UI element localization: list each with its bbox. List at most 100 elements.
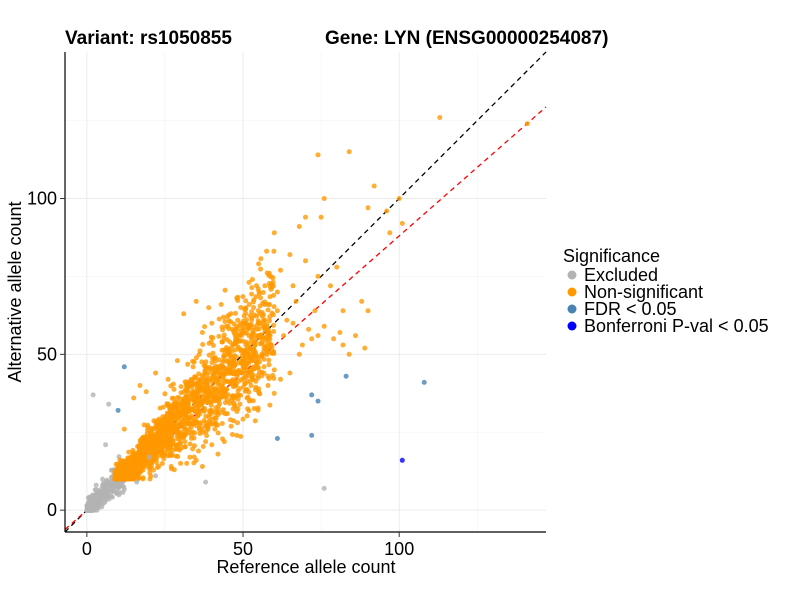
point-non-significant [170, 438, 176, 444]
point-non-significant [196, 396, 202, 402]
point-non-significant [271, 349, 276, 355]
point-non-significant [303, 258, 308, 264]
point-excluded [104, 490, 110, 496]
point-non-significant [177, 395, 183, 401]
point-non-significant [287, 370, 293, 376]
point-non-significant [321, 323, 327, 329]
point-non-significant [137, 383, 143, 388]
point-non-significant [321, 196, 327, 201]
point-non-significant [153, 370, 159, 376]
point-non-significant [202, 395, 208, 400]
point-fdr-0-05 [309, 432, 315, 438]
point-non-significant [241, 313, 247, 319]
point-non-significant [271, 367, 277, 373]
point-non-significant [164, 444, 170, 450]
point-non-significant [167, 405, 173, 411]
point-non-significant [242, 380, 248, 386]
point-non-significant [160, 452, 166, 457]
point-non-significant [264, 352, 270, 358]
point-non-significant [312, 308, 318, 314]
point-non-significant [334, 264, 340, 270]
point-non-significant [265, 383, 271, 388]
point-non-significant [262, 283, 268, 289]
x-tick-label: 0 [82, 539, 92, 559]
point-non-significant [255, 308, 261, 314]
point-non-significant [132, 454, 138, 460]
point-non-significant [353, 333, 358, 339]
point-non-significant [235, 420, 240, 426]
point-non-significant [136, 464, 142, 470]
point-non-significant [199, 359, 205, 365]
point-non-significant [256, 389, 262, 395]
point-non-significant [204, 377, 210, 382]
point-excluded [105, 479, 111, 485]
axes: 0 50 100 0 50 100 [27, 52, 546, 559]
point-non-significant [162, 391, 168, 397]
point-non-significant [232, 383, 238, 389]
point-non-significant [230, 341, 236, 347]
point-non-significant [209, 442, 215, 448]
point-non-significant [240, 338, 246, 344]
point-non-significant [269, 285, 275, 291]
point-non-significant [274, 289, 280, 295]
point-non-significant [239, 377, 244, 383]
point-non-significant [251, 406, 257, 411]
point-non-significant [230, 393, 236, 399]
point-non-significant [266, 362, 272, 368]
point-non-significant [184, 460, 190, 466]
point-non-significant [202, 324, 208, 330]
point-non-significant [222, 394, 228, 400]
point-non-significant [210, 373, 216, 379]
point-non-significant [126, 476, 132, 482]
point-non-significant [229, 432, 235, 437]
point-non-significant [241, 355, 247, 361]
point-non-significant [255, 286, 261, 292]
point-non-significant [222, 319, 228, 324]
point-non-significant [226, 326, 232, 332]
reference-line-fit [64, 106, 547, 530]
point-non-significant [213, 363, 219, 369]
point-non-significant [255, 405, 261, 411]
point-non-significant [200, 429, 206, 435]
point-non-significant [249, 291, 255, 297]
point-non-significant [212, 426, 218, 432]
point-non-significant [168, 409, 174, 415]
point-non-significant [234, 432, 240, 438]
point-non-significant [170, 381, 176, 387]
point-non-significant [175, 408, 181, 414]
point-non-significant [174, 358, 180, 364]
point-non-significant [148, 425, 154, 431]
point-non-significant [130, 450, 136, 455]
y-tick-label: 50 [37, 344, 57, 364]
point-non-significant [113, 461, 119, 467]
point-non-significant [194, 408, 200, 414]
point-non-significant [251, 305, 257, 310]
point-non-significant [251, 347, 257, 353]
point-non-significant [174, 442, 180, 448]
point-non-significant [156, 464, 162, 469]
point-non-significant [249, 277, 255, 282]
point-non-significant [296, 224, 302, 229]
point-non-significant [206, 352, 212, 358]
point-non-significant [299, 342, 305, 348]
point-non-significant [346, 351, 352, 357]
point-non-significant [134, 470, 139, 476]
point-non-significant [124, 469, 130, 475]
point-non-significant [150, 431, 156, 437]
point-non-significant [271, 329, 277, 334]
point-non-significant [246, 333, 252, 339]
point-non-significant [240, 294, 246, 300]
legend: Significance Excluded Non-significant FD… [563, 246, 769, 336]
point-non-significant [212, 415, 218, 421]
point-non-significant [182, 439, 188, 445]
point-non-significant [259, 313, 265, 319]
point-non-significant [231, 365, 237, 371]
point-non-significant [206, 305, 212, 311]
y-tick-label: 100 [27, 188, 57, 208]
point-non-significant [159, 445, 165, 451]
point-non-significant [222, 287, 228, 293]
point-non-significant [234, 369, 240, 375]
point-non-significant [208, 339, 214, 345]
legend-swatch-bonferroni [567, 321, 577, 331]
